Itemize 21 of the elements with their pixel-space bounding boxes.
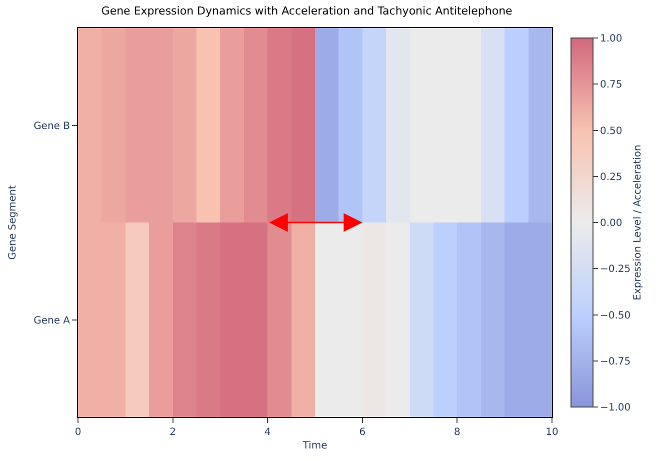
y-axis-title: Gene Segment [8, 185, 19, 260]
x-tick-label: 8 [454, 427, 460, 438]
color-bar-label: 0.75 [600, 80, 622, 91]
color-bar-label: 0.25 [600, 172, 622, 183]
x-tick-label: 10 [546, 427, 558, 438]
x-tick-label: 4 [264, 427, 271, 438]
x-axis-title: Time [302, 440, 328, 452]
y-tick-label: Gene A [34, 315, 70, 326]
color-bar-label: 0.00 [600, 218, 622, 229]
color-bar-label: −0.50 [600, 310, 631, 322]
color-bar-label: −0.75 [600, 356, 631, 368]
x-tick-label: 0 [74, 427, 82, 438]
color-bar-label: −1.00 [600, 402, 631, 414]
x-tick-label: 2 [170, 427, 176, 438]
chart-title: Gene Expression Dynamics with Acceleration and Tachyonic Antitelephone [101, 4, 513, 18]
y-tick-label: Gene B [34, 120, 70, 132]
color-bar-title: Expression Level / Acceleration [632, 144, 644, 300]
x-tick-label: 6 [359, 427, 366, 438]
color-bar-label: −0.25 [600, 264, 631, 276]
color-bar-label: 0.50 [600, 126, 622, 137]
color-bar-label: 1.00 [600, 34, 622, 44]
